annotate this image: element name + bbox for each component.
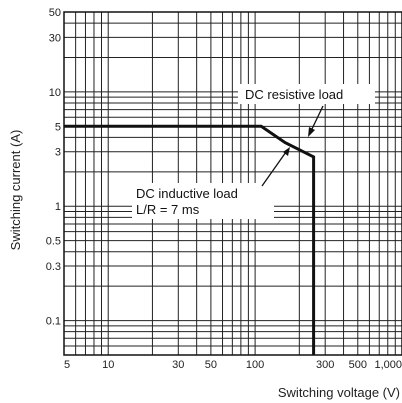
annotation-resistive: DC resistive load [245,87,343,102]
x-tick-label: 300 [316,359,334,371]
inductive-label-bg [132,183,274,219]
x-tick-label: 100 [246,359,264,371]
resistive-arrowhead [308,127,315,137]
y-tick-label: 0.3 [46,261,61,273]
plot-frame [63,11,402,356]
series-layer [64,124,316,355]
y-tick-label: 5 [55,121,61,133]
y-tick-label: 0.5 [46,236,61,248]
resistive-arrow [310,105,324,132]
y-tick-label: 30 [49,32,61,44]
y-axis-label: Switching current (A) [8,130,23,251]
y-tick-labels: 0.1 0.3 0.5 1 3 5 10 30 50 [46,7,61,328]
y-tick-label: 3 [55,147,61,159]
x-tick-label: 10 [102,359,114,371]
y-tick-label: 50 [49,7,61,19]
series-line-inductive-load [64,124,316,355]
annotation-lr: L/R = 7 ms [136,202,200,217]
x-tick-label: 30 [172,359,184,371]
annotation-inductive: DC inductive load [136,186,238,201]
y-tick-label: 0.1 [46,316,61,328]
x-tick-label: 50 [205,359,217,371]
y-tick-label: 1 [55,201,61,213]
x-axis-label: Switching voltage (V) [278,385,400,400]
x-tick-label: 500 [349,359,367,371]
x-tick-label: 5 [64,359,70,371]
inductive-arrow [261,151,287,187]
resistive-label-bg [238,84,375,104]
x-tick-label: 1,000 [374,359,402,371]
inductive-arrowhead [283,147,290,156]
y-tick-label: 10 [49,87,61,99]
x-tick-labels: 5 10 30 50 100 300 500 1,000 [64,359,402,371]
plot-border [63,11,402,356]
